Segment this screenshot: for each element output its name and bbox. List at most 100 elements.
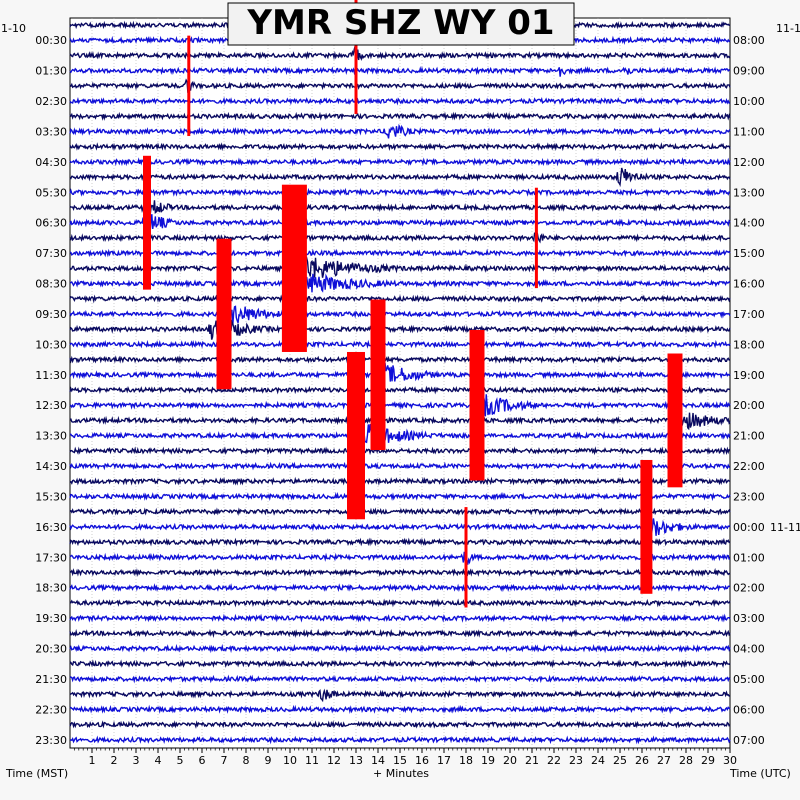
right-date-change-label: 11-11 [770, 521, 800, 534]
trace-line [69, 142, 731, 152]
left-time-label: 00:30 [35, 34, 67, 47]
x-tick-label: 18 [459, 754, 473, 767]
left-time-label: 10:30 [35, 338, 67, 351]
left-time-label: 21:30 [35, 673, 67, 686]
trace-line [69, 643, 731, 654]
x-tick-label: 1 [89, 754, 96, 767]
trace-line [69, 248, 731, 258]
right-time-label: 11:00 [733, 125, 765, 138]
left-time-label: 22:30 [35, 703, 67, 716]
x-tick-label: 21 [525, 754, 539, 767]
left-time-label: 05:30 [35, 186, 67, 199]
event-pick-marker [354, 0, 358, 114]
event-pick-marker [370, 299, 386, 451]
right-time-label: 19:00 [733, 369, 765, 382]
right-time-label: 14:00 [733, 217, 765, 230]
right-time-label: 12:00 [733, 156, 765, 169]
x-tick-label: 15 [393, 754, 407, 767]
left-time-label: 20:30 [35, 643, 67, 656]
x-tick-label: 26 [635, 754, 649, 767]
right-time-label: 06:00 [733, 703, 765, 716]
x-tick-label: 25 [613, 754, 627, 767]
right-time-label: 17:00 [733, 308, 765, 321]
x-tick-label: 7 [221, 754, 228, 767]
trace-line [69, 446, 731, 456]
trace-line [69, 232, 731, 244]
right-time-label: 18:00 [733, 338, 765, 351]
x-tick-label: 9 [265, 754, 272, 767]
trace-line [69, 735, 731, 745]
trace-line [69, 361, 731, 388]
trace-line [69, 123, 731, 139]
x-tick-label: 8 [243, 754, 250, 767]
x-tick-label: 11 [305, 754, 319, 767]
right-time-label: 10:00 [733, 95, 765, 108]
right-time-label: 00:00 [733, 521, 765, 534]
right-time-label: 13:00 [733, 186, 765, 199]
event-picks [143, 0, 683, 608]
event-pick-marker [534, 187, 538, 289]
trace-line [69, 659, 731, 669]
trace-line [69, 269, 731, 296]
trace-line [69, 704, 731, 715]
trace-line [69, 294, 731, 304]
x-tick-label: 22 [547, 754, 561, 767]
x-axis-label: + Minutes [373, 767, 429, 780]
x-tick-label: 14 [371, 754, 385, 767]
right-time-label: 20:00 [733, 399, 765, 412]
trace-line [69, 385, 731, 395]
trace-line [69, 187, 731, 197]
left-time-label: 07:30 [35, 247, 67, 260]
trace-line [69, 688, 731, 703]
left-time-label: 13:30 [35, 430, 67, 443]
trace-line [69, 355, 731, 365]
event-pick-marker [187, 35, 191, 137]
x-tick-label: 3 [133, 754, 140, 767]
right-time-label: 04:00 [733, 643, 765, 656]
trace-line [69, 410, 731, 431]
event-pick-marker [464, 507, 468, 608]
right-time-label: 08:00 [733, 34, 765, 47]
right-time-label: 03:00 [733, 612, 765, 625]
trace-line [69, 720, 731, 730]
trace-line [69, 339, 731, 349]
left-time-label: 15:30 [35, 490, 67, 503]
left-time-label: 12:30 [35, 399, 67, 412]
trace-line [69, 213, 731, 235]
left-date-label: 11-10 [0, 22, 26, 35]
trace-line [69, 476, 731, 486]
left-time-label: 17:30 [35, 551, 67, 564]
plot-frame [69, 17, 731, 749]
trace-line [69, 111, 731, 121]
left-time-label: 09:30 [35, 308, 67, 321]
right-time-label: 01:00 [733, 551, 765, 564]
left-time-label: 19:30 [35, 612, 67, 625]
x-tick-label: 5 [177, 754, 184, 767]
right-time-label: 09:00 [733, 65, 765, 78]
left-time-label: 16:30 [35, 521, 67, 534]
left-time-label: 03:30 [35, 125, 67, 138]
x-tick-label: 30 [723, 754, 737, 767]
x-tick-label: 4 [155, 754, 162, 767]
trace-line [69, 96, 731, 106]
trace-line [69, 78, 731, 93]
trace-line [69, 157, 731, 167]
x-tick-label: 17 [437, 754, 451, 767]
x-tick-label: 29 [701, 754, 715, 767]
trace-line [69, 254, 731, 284]
trace-line [69, 391, 731, 417]
x-axis-ticks: 1 2 3 4 5 6 7 8 9 10 11 12 13 14 15 16 17 18 19 20 21 22 23 24 2… [74, 748, 737, 767]
left-time-label: 14:30 [35, 460, 67, 473]
event-pick-marker [347, 351, 365, 520]
trace-line [69, 582, 731, 593]
trace-line [69, 420, 731, 452]
left-time-labels: 00:30 01:30 02:30 03:30 04:30 05:30 06:30 07:30… [35, 34, 67, 747]
chart-title: YMR SHZ WY 01 [246, 3, 554, 43]
event-pick-marker [216, 238, 232, 390]
left-axis-label: Time (MST) [5, 767, 68, 780]
x-tick-label: 19 [481, 754, 495, 767]
trace-line [69, 507, 731, 517]
event-pick-marker [143, 155, 151, 290]
trace-line [69, 537, 731, 547]
